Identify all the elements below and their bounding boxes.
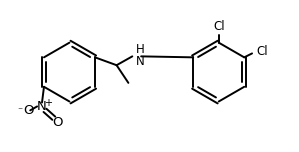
Text: O: O — [23, 104, 33, 117]
Text: Cl: Cl — [256, 45, 268, 58]
Text: ⁻: ⁻ — [17, 106, 22, 116]
Text: Cl: Cl — [213, 20, 225, 33]
Text: N: N — [37, 100, 47, 113]
Text: O: O — [53, 116, 63, 129]
Text: +: + — [44, 97, 52, 107]
Text: H
N: H N — [136, 43, 145, 68]
